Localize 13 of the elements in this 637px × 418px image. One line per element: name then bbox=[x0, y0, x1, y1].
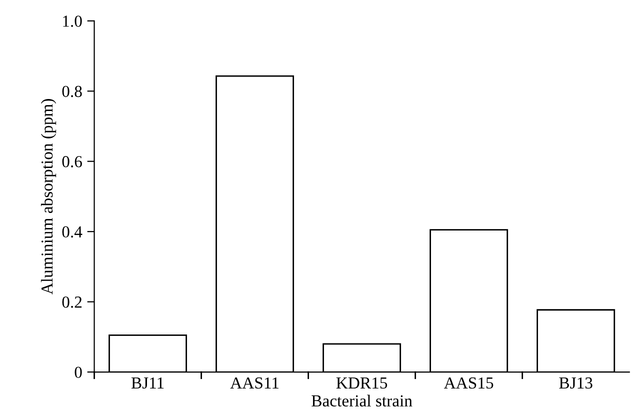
x-tick-label: BJ13 bbox=[559, 377, 592, 389]
y-tick-label: 0.2 bbox=[62, 296, 82, 308]
x-axis-title: Bacterial strain bbox=[312, 394, 412, 407]
y-tick-label: 0 bbox=[74, 366, 82, 378]
y-axis-title: Aluminium absorption (ppm) bbox=[40, 99, 56, 294]
y-tick-label: 0.8 bbox=[62, 86, 82, 98]
y-tick-label: 0.4 bbox=[62, 226, 82, 238]
x-tick-label: AAS11 bbox=[230, 377, 278, 389]
x-tick-label: BJ11 bbox=[131, 377, 164, 389]
x-tick-label: AAS15 bbox=[444, 377, 494, 389]
y-tick-label: 0.6 bbox=[62, 156, 82, 168]
x-tick-label: KDR15 bbox=[336, 377, 388, 389]
y-tick-label: 1.0 bbox=[63, 16, 82, 27]
